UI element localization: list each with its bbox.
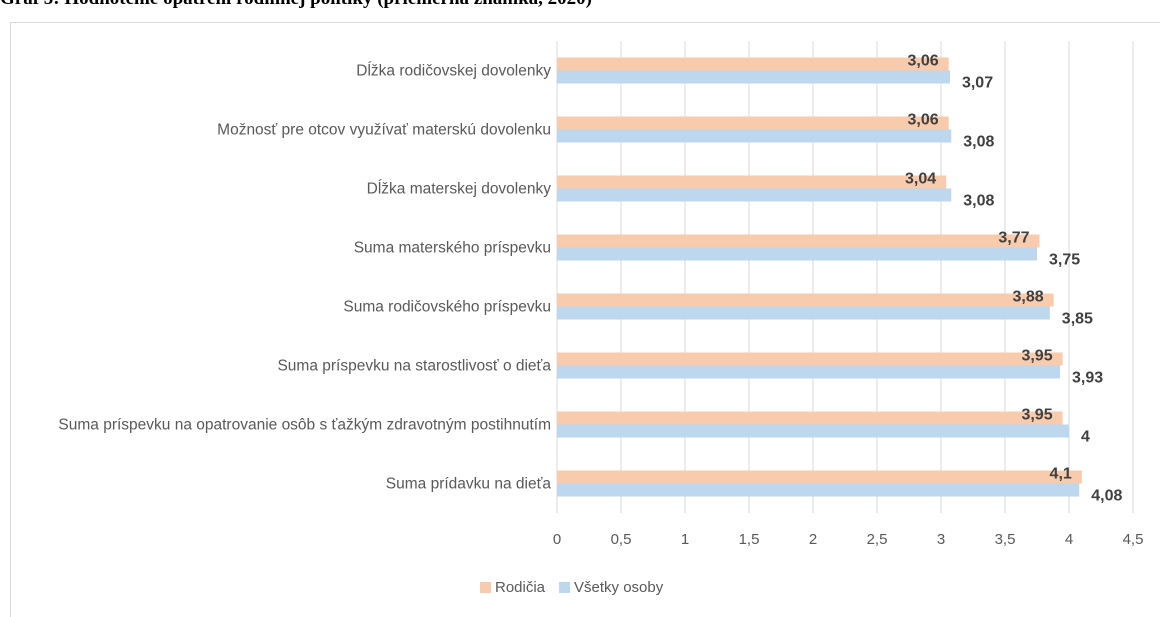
legend-swatch [559,582,571,593]
x-tick-label: 0,5 [611,531,632,548]
category-text: Suma prídavku na dieťa [385,475,551,492]
data-label: 3,08 [963,193,994,210]
x-tick-label: 0 [553,531,561,548]
data-label: 3,77 [998,230,1029,247]
bar [557,411,1063,425]
category-label: Možnosť pre otcov využívať materskú dovo… [11,119,551,140]
bar [557,116,949,130]
bar [557,175,947,189]
x-tick-label: 2 [809,531,817,548]
data-label: 3,06 [908,112,939,129]
legend-label: Rodičia [495,579,546,596]
bar [557,57,949,71]
category-text: Suma príspevku na starostlivosť o dieťa [277,357,551,374]
category-label: Suma prídavku na dieťa [11,473,551,494]
x-tick-label: 3 [937,531,945,548]
bar [557,424,1069,438]
category-label: Dĺžka materskej dovolenky [11,178,551,199]
bar [557,188,952,202]
chart-border [10,22,1160,617]
category-label: Dĺžka rodičovskej dovolenky [11,60,551,81]
category-text: Suma rodičovského príspevku [343,298,551,315]
category-label: Suma príspevku na opatrovanie osôb s ťaž… [11,414,551,435]
category-label: Suma príspevku na starostlivosť o dieťa [11,355,551,376]
data-label: 3,88 [1012,289,1043,306]
x-tick-label: 4 [1065,531,1073,548]
bar [557,470,1082,484]
x-tick-label: 4,5 [1123,531,1144,548]
category-text: Dĺžka materskej dovolenky [366,180,551,197]
x-tick-label: 1,5 [739,531,760,548]
category-text: Suma príspevku na opatrovanie osôb s ťaž… [58,416,551,433]
data-label: 3,06 [908,53,939,70]
data-label: 3,95 [1021,407,1052,424]
bar [557,70,950,84]
bar [557,352,1063,366]
category-text: Suma materského príspevku [353,239,551,256]
bar [557,234,1040,248]
bar [557,247,1037,261]
x-tick-label: 3,5 [995,531,1016,548]
bar [557,129,952,143]
legend-swatch [480,582,491,593]
data-label: 3,04 [905,171,936,188]
category-text: Dĺžka rodičovskej dovolenky [356,62,551,79]
data-label: 3,75 [1049,252,1080,269]
data-label: 4,08 [1091,488,1122,505]
chart-title: Graf 5: Hodnotenie opatrení rodinnej pol… [0,0,592,10]
bar [557,306,1050,320]
x-tick-label: 2,5 [867,531,888,548]
category-label: Suma rodičovského príspevku [11,296,551,317]
bar [557,365,1061,379]
bar [557,483,1080,497]
x-tick-label: 1 [681,531,689,548]
data-label: 4 [1081,429,1090,446]
data-label: 4,1 [1050,466,1072,483]
bar [557,293,1054,307]
data-label: 3,08 [963,134,994,151]
data-label: 3,85 [1062,311,1093,328]
data-label: 3,07 [962,75,993,92]
category-label: Suma materského príspevku [11,237,551,258]
category-text: Možnosť pre otcov využívať materskú dovo… [217,121,551,138]
legend-label: Všetky osoby [574,579,664,596]
data-label: 3,93 [1072,370,1103,387]
data-label: 3,95 [1021,348,1052,365]
